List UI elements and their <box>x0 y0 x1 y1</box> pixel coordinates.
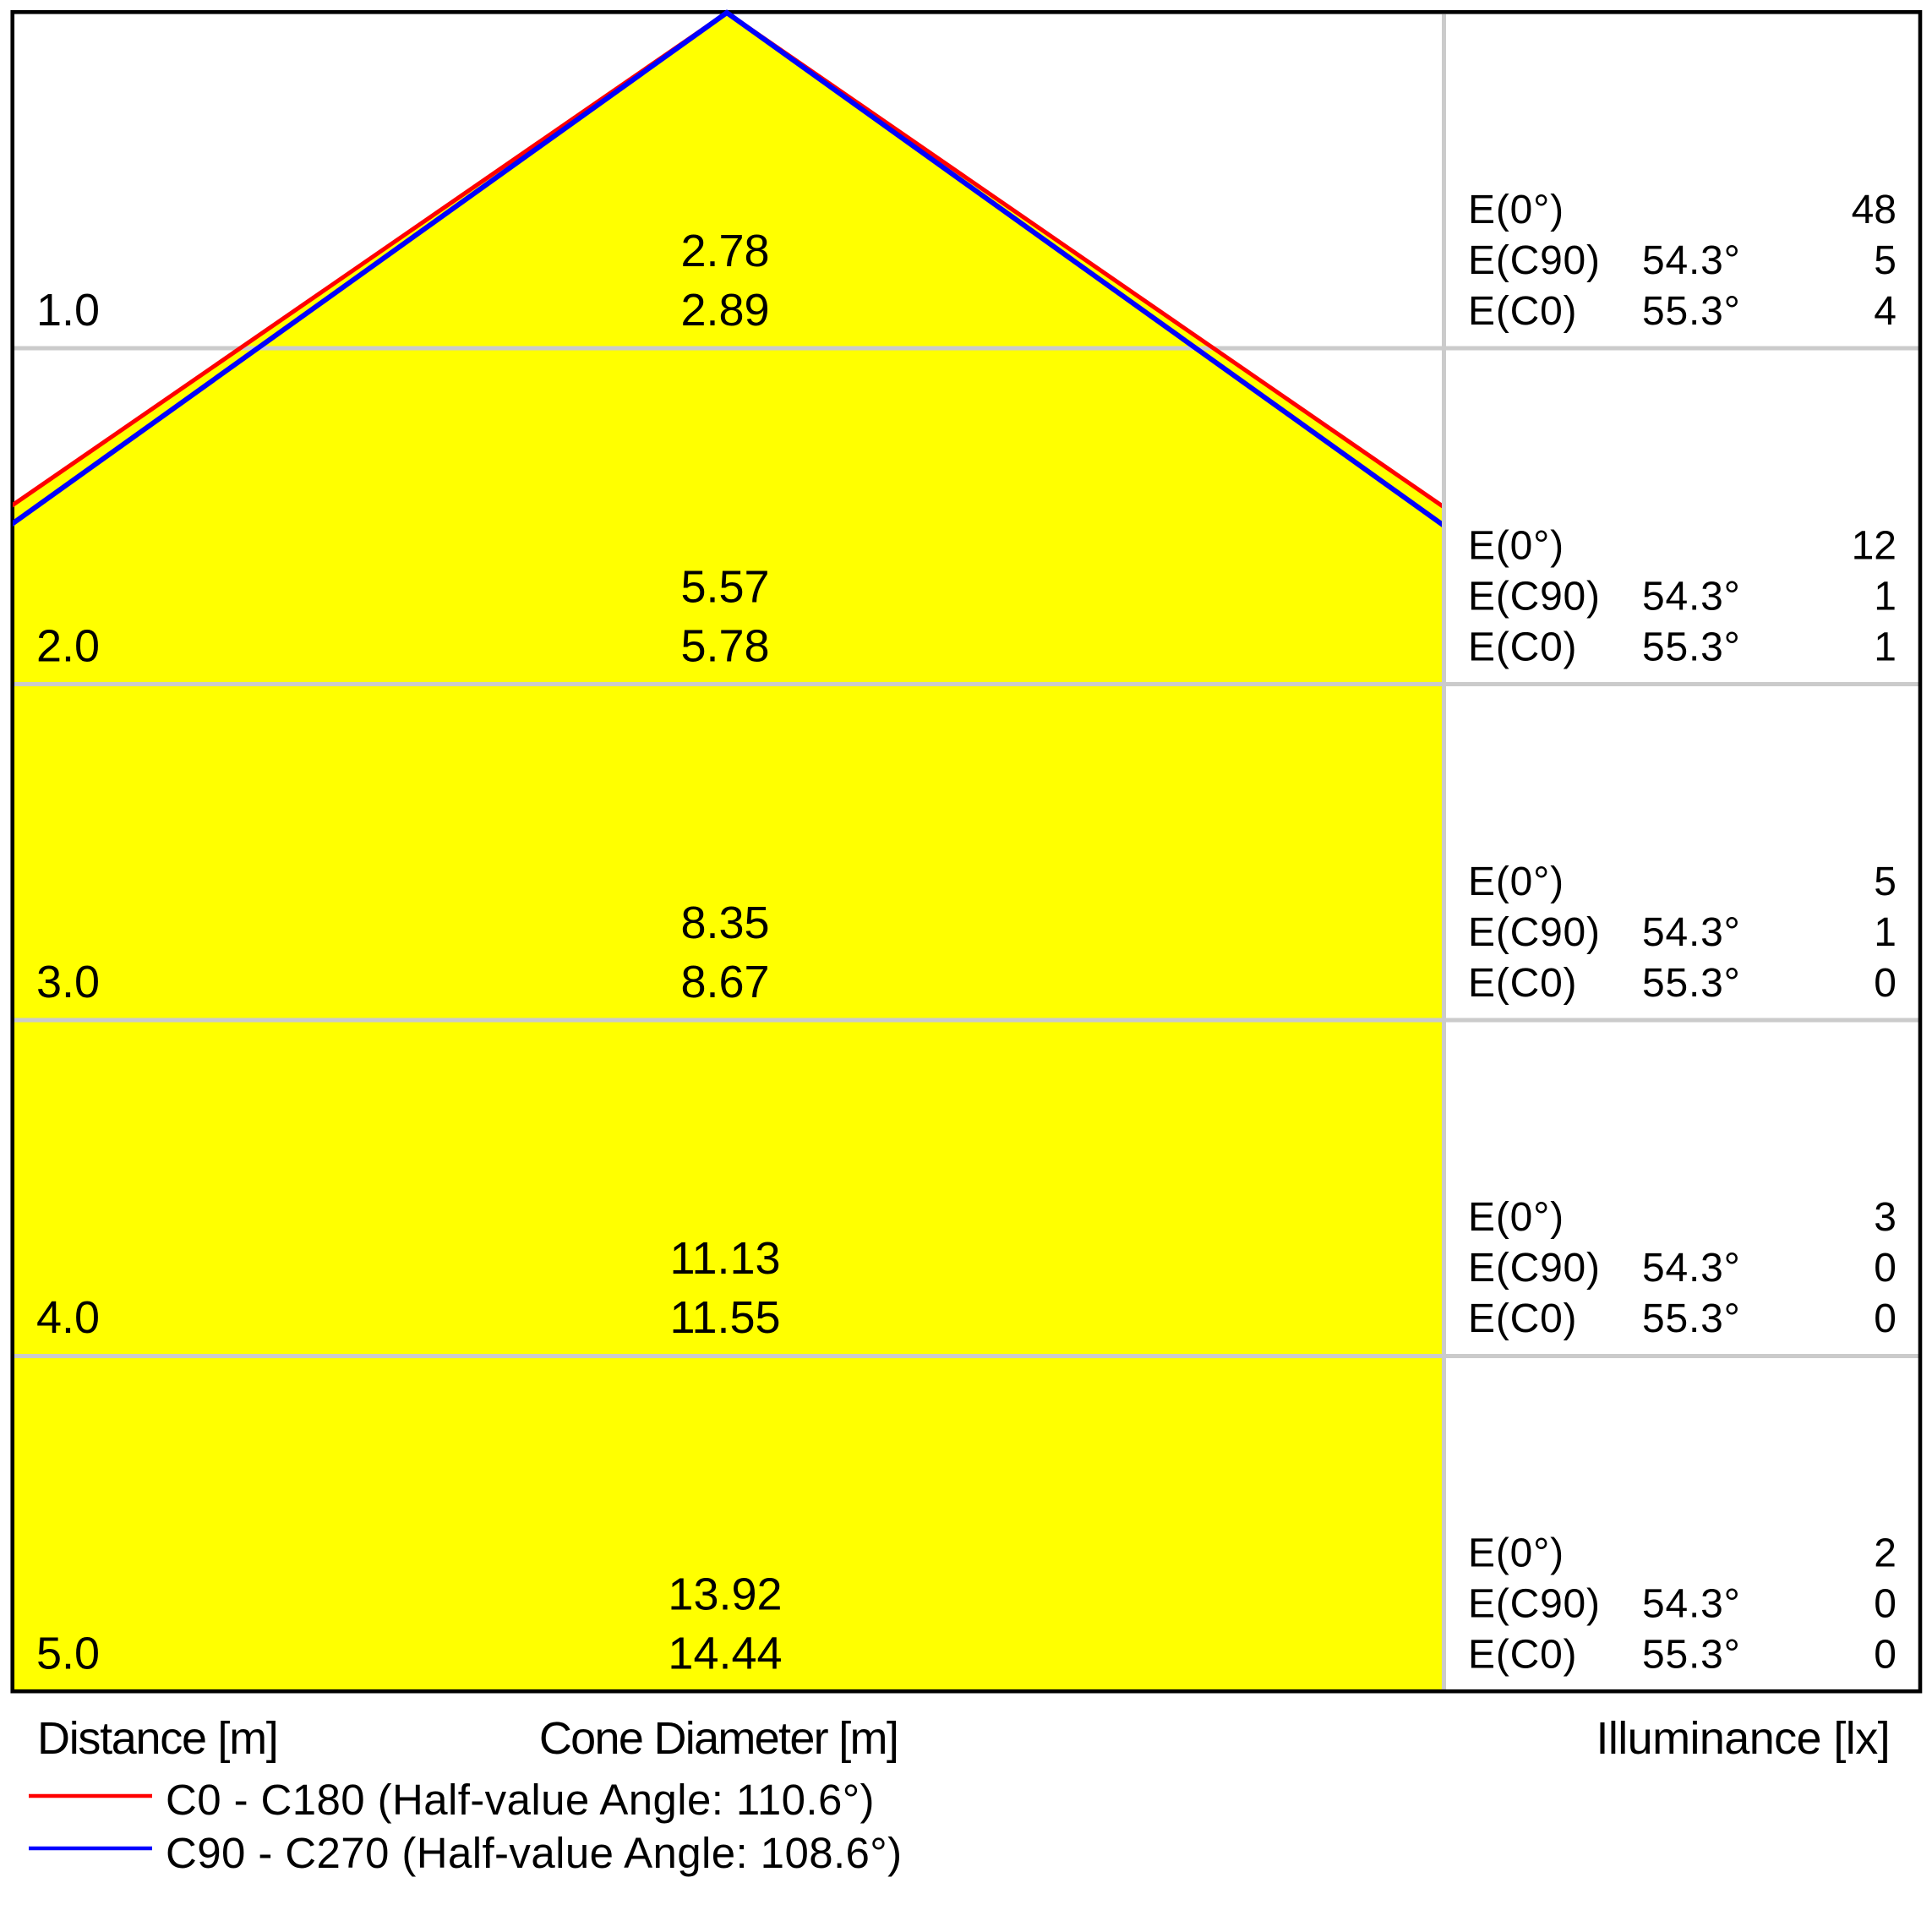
svg-text:E(C0): E(C0) <box>1468 1633 1577 1678</box>
svg-text:E(0°): E(0°) <box>1468 1195 1564 1240</box>
svg-text:5: 5 <box>1874 238 1897 283</box>
svg-text:2.0: 2.0 <box>36 620 100 671</box>
svg-text:Cone Diameter [m]: Cone Diameter [m] <box>539 1713 898 1764</box>
svg-text:E(C0): E(C0) <box>1468 961 1577 1006</box>
svg-text:55.3°: 55.3° <box>1642 1633 1741 1678</box>
svg-text:3.0: 3.0 <box>36 957 100 1007</box>
svg-text:5.57: 5.57 <box>680 561 769 612</box>
svg-text:55.3°: 55.3° <box>1642 625 1741 669</box>
svg-text:54.3°: 54.3° <box>1642 1582 1741 1627</box>
svg-text:14.44: 14.44 <box>668 1629 782 1679</box>
svg-text:8.67: 8.67 <box>680 957 769 1007</box>
svg-text:E(C0): E(C0) <box>1468 289 1577 334</box>
svg-text:E(0°): E(0°) <box>1468 523 1564 568</box>
svg-text:2.89: 2.89 <box>680 285 769 336</box>
svg-text:4.0: 4.0 <box>36 1292 100 1343</box>
svg-text:5.0: 5.0 <box>36 1629 100 1679</box>
svg-text:11.13: 11.13 <box>669 1233 780 1284</box>
svg-text:3: 3 <box>1874 1195 1897 1240</box>
svg-text:E(C90): E(C90) <box>1468 238 1601 283</box>
svg-text:5.78: 5.78 <box>680 620 769 671</box>
svg-text:12: 12 <box>1852 523 1897 568</box>
svg-text:E(0°): E(0°) <box>1468 1531 1564 1576</box>
svg-text:0: 0 <box>1874 961 1897 1006</box>
svg-text:55.3°: 55.3° <box>1642 289 1741 334</box>
svg-text:54.3°: 54.3° <box>1642 910 1741 955</box>
svg-text:54.3°: 54.3° <box>1642 574 1741 619</box>
svg-text:1.0: 1.0 <box>36 285 100 336</box>
svg-text:E(C90): E(C90) <box>1468 1582 1601 1627</box>
svg-text:4: 4 <box>1874 289 1897 334</box>
svg-text:2.78: 2.78 <box>680 226 769 276</box>
svg-text:C90 - C270 (Half-value Angle:: C90 - C270 (Half-value Angle: 108.6°) <box>166 1829 903 1877</box>
svg-text:E(0°): E(0°) <box>1468 188 1564 232</box>
svg-text:0: 0 <box>1874 1296 1897 1341</box>
svg-text:Distance [m]: Distance [m] <box>37 1713 278 1764</box>
svg-text:0: 0 <box>1874 1246 1897 1291</box>
svg-text:2: 2 <box>1874 1531 1897 1576</box>
svg-text:1: 1 <box>1874 910 1897 955</box>
svg-text:5: 5 <box>1874 860 1897 904</box>
svg-text:11.55: 11.55 <box>669 1292 780 1343</box>
svg-text:0: 0 <box>1874 1582 1897 1627</box>
svg-text:Illuminance [lx]: Illuminance [lx] <box>1596 1713 1890 1764</box>
svg-text:C0 - C180 (Half-value Angle: 1: C0 - C180 (Half-value Angle: 110.6°) <box>166 1776 875 1824</box>
svg-text:E(C90): E(C90) <box>1468 1246 1601 1291</box>
svg-text:1: 1 <box>1874 574 1897 619</box>
svg-text:E(C90): E(C90) <box>1468 574 1601 619</box>
svg-text:1: 1 <box>1874 625 1897 669</box>
svg-text:E(0°): E(0°) <box>1468 860 1564 904</box>
svg-text:55.3°: 55.3° <box>1642 961 1741 1006</box>
svg-text:55.3°: 55.3° <box>1642 1296 1741 1341</box>
svg-text:48: 48 <box>1852 188 1897 232</box>
svg-text:54.3°: 54.3° <box>1642 1246 1741 1291</box>
svg-text:E(C0): E(C0) <box>1468 1296 1577 1341</box>
svg-text:13.92: 13.92 <box>668 1569 782 1620</box>
svg-text:54.3°: 54.3° <box>1642 238 1741 283</box>
svg-text:E(C90): E(C90) <box>1468 910 1601 955</box>
svg-text:0: 0 <box>1874 1633 1897 1678</box>
svg-text:8.35: 8.35 <box>680 898 769 948</box>
svg-text:E(C0): E(C0) <box>1468 625 1577 669</box>
